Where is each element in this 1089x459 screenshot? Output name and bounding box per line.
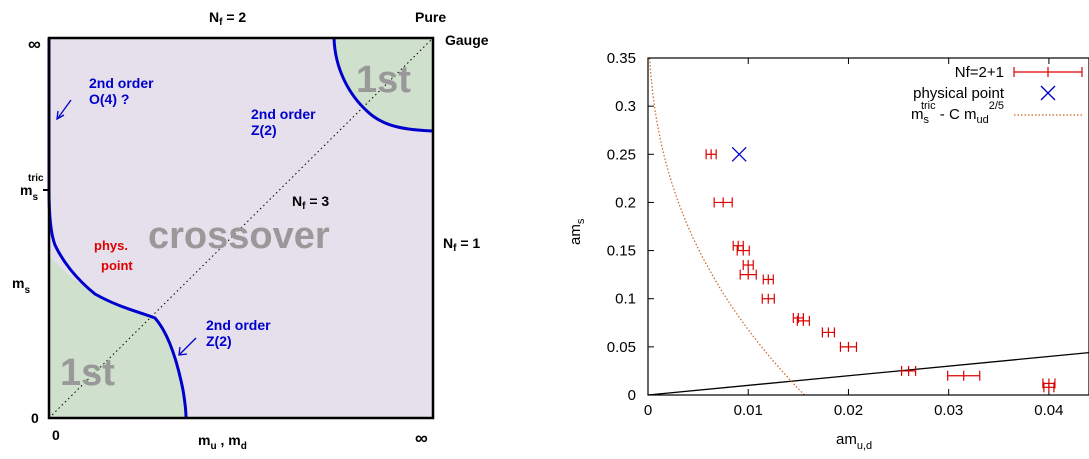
y-axis-label: ams [567,218,587,245]
diagonal-nf3-line [48,37,434,419]
x-tick-label: 0.01 [734,402,763,419]
nf2-label: Nf = 2 [209,9,246,28]
physical-point-marker [731,146,747,162]
legend-marker-physical [1040,85,1056,101]
y-tick-label: 0.15 [607,243,636,260]
fit-curve [649,57,805,396]
data-point-nf21 [713,197,733,208]
legend-marker-nf21 [1013,67,1083,77]
y-tick-label: 0.35 [607,50,636,67]
y-tick-label: 0.25 [607,146,636,163]
data-point-nf21 [821,327,836,338]
first-order-label-bottom: 1st [60,352,115,394]
data-point-nf21 [1043,382,1055,393]
legend-cross [1040,85,1056,101]
legend-label-nf21: Nf=2+1 [955,64,1004,81]
data-point-nf21 [792,312,804,323]
ms-label: ms [12,275,30,296]
phase-diagram: crossover 1st 1st 2nd order O(4) ? 2nd o… [12,9,489,452]
data-point-nf21 [761,293,775,304]
phys-label-2: point [101,258,133,273]
data-point-nf21 [947,370,981,381]
x-tick-label: 0.02 [834,402,863,419]
second-order-line-top [332,37,434,133]
x-axis-label: mu , md [198,432,247,452]
arrow-left-icon [56,99,72,121]
x-tick-label: 0.03 [934,402,963,419]
reference-line [647,351,1089,396]
data-point-nf21 [762,274,774,285]
legend-label-fit: mstric - C mud2/5 [911,100,1004,126]
pure-label-1: Pure [415,9,446,25]
legend-label-physical: physical point [913,85,1005,102]
left-line-label-2: O(4) ? [89,91,129,107]
left-line-label-1: 2nd order [89,75,154,91]
diagram-frame [47,36,435,420]
zero-y-label: 0 [31,410,39,426]
bottom-curve-label-1: 2nd order [206,317,271,333]
data-point-nf21 [742,260,754,271]
x-tick-label: 0 [644,402,652,419]
data-point-nf21 [705,149,717,160]
scatter-plot: 0 0.01 0.02 0.03 0.04 0 0.05 0.1 0.15 0.2 0.25 0.3 0… [567,50,1089,452]
data-point-nf21 [736,245,750,256]
pure-label-2: Gauge [445,32,489,48]
plot-ticks: 0 0.01 0.02 0.03 0.04 0 0.05 0.1 0.15 0.2 0.25 0.3 0… [607,50,1064,419]
first-order-region-bottom [49,255,186,418]
x-tick-label: 0.04 [1034,402,1063,419]
cross-stroke [731,146,747,162]
second-order-line-left [47,38,188,419]
plot-frame [647,57,1089,396]
nf1-label: Nf = 1 [443,235,480,254]
arrow-bottom-icon [178,337,197,356]
top-curve-label-2: Z(2) [251,122,277,138]
bottom-curve-label-2: Z(2) [206,333,232,349]
top-curve-label-1: 2nd order [251,106,316,122]
data-point-nf21 [796,315,810,326]
y-tick-label: 0.2 [615,194,636,211]
y-tick-label: 0.1 [615,291,636,308]
first-order-region-top [334,38,433,131]
infinity-y-label: ∞ [28,34,41,54]
ms-tric-label: mstric [20,173,44,203]
nf3-label: Nf = 3 [292,193,329,212]
y-tick-label: 0.3 [615,98,636,115]
crossover-label: crossover [148,215,330,257]
x-axis-label: amu,d [836,431,872,452]
infinity-x-label: ∞ [415,428,428,448]
data-point-nf21 [900,365,917,376]
phys-label-1: phys. [94,238,128,253]
plot-series [647,57,1089,396]
data-point-nf21 [732,240,744,251]
zero-x-label: 0 [52,427,60,443]
first-order-label-top: 1st [356,59,411,101]
data-point-nf21 [739,269,757,280]
y-tick-label: 0 [628,387,636,404]
y-tick-label: 0.05 [607,339,636,356]
legend: Nf=2+1 physical point mstric - C mud2/5 [911,64,1083,126]
data-point-nf21 [839,341,858,352]
